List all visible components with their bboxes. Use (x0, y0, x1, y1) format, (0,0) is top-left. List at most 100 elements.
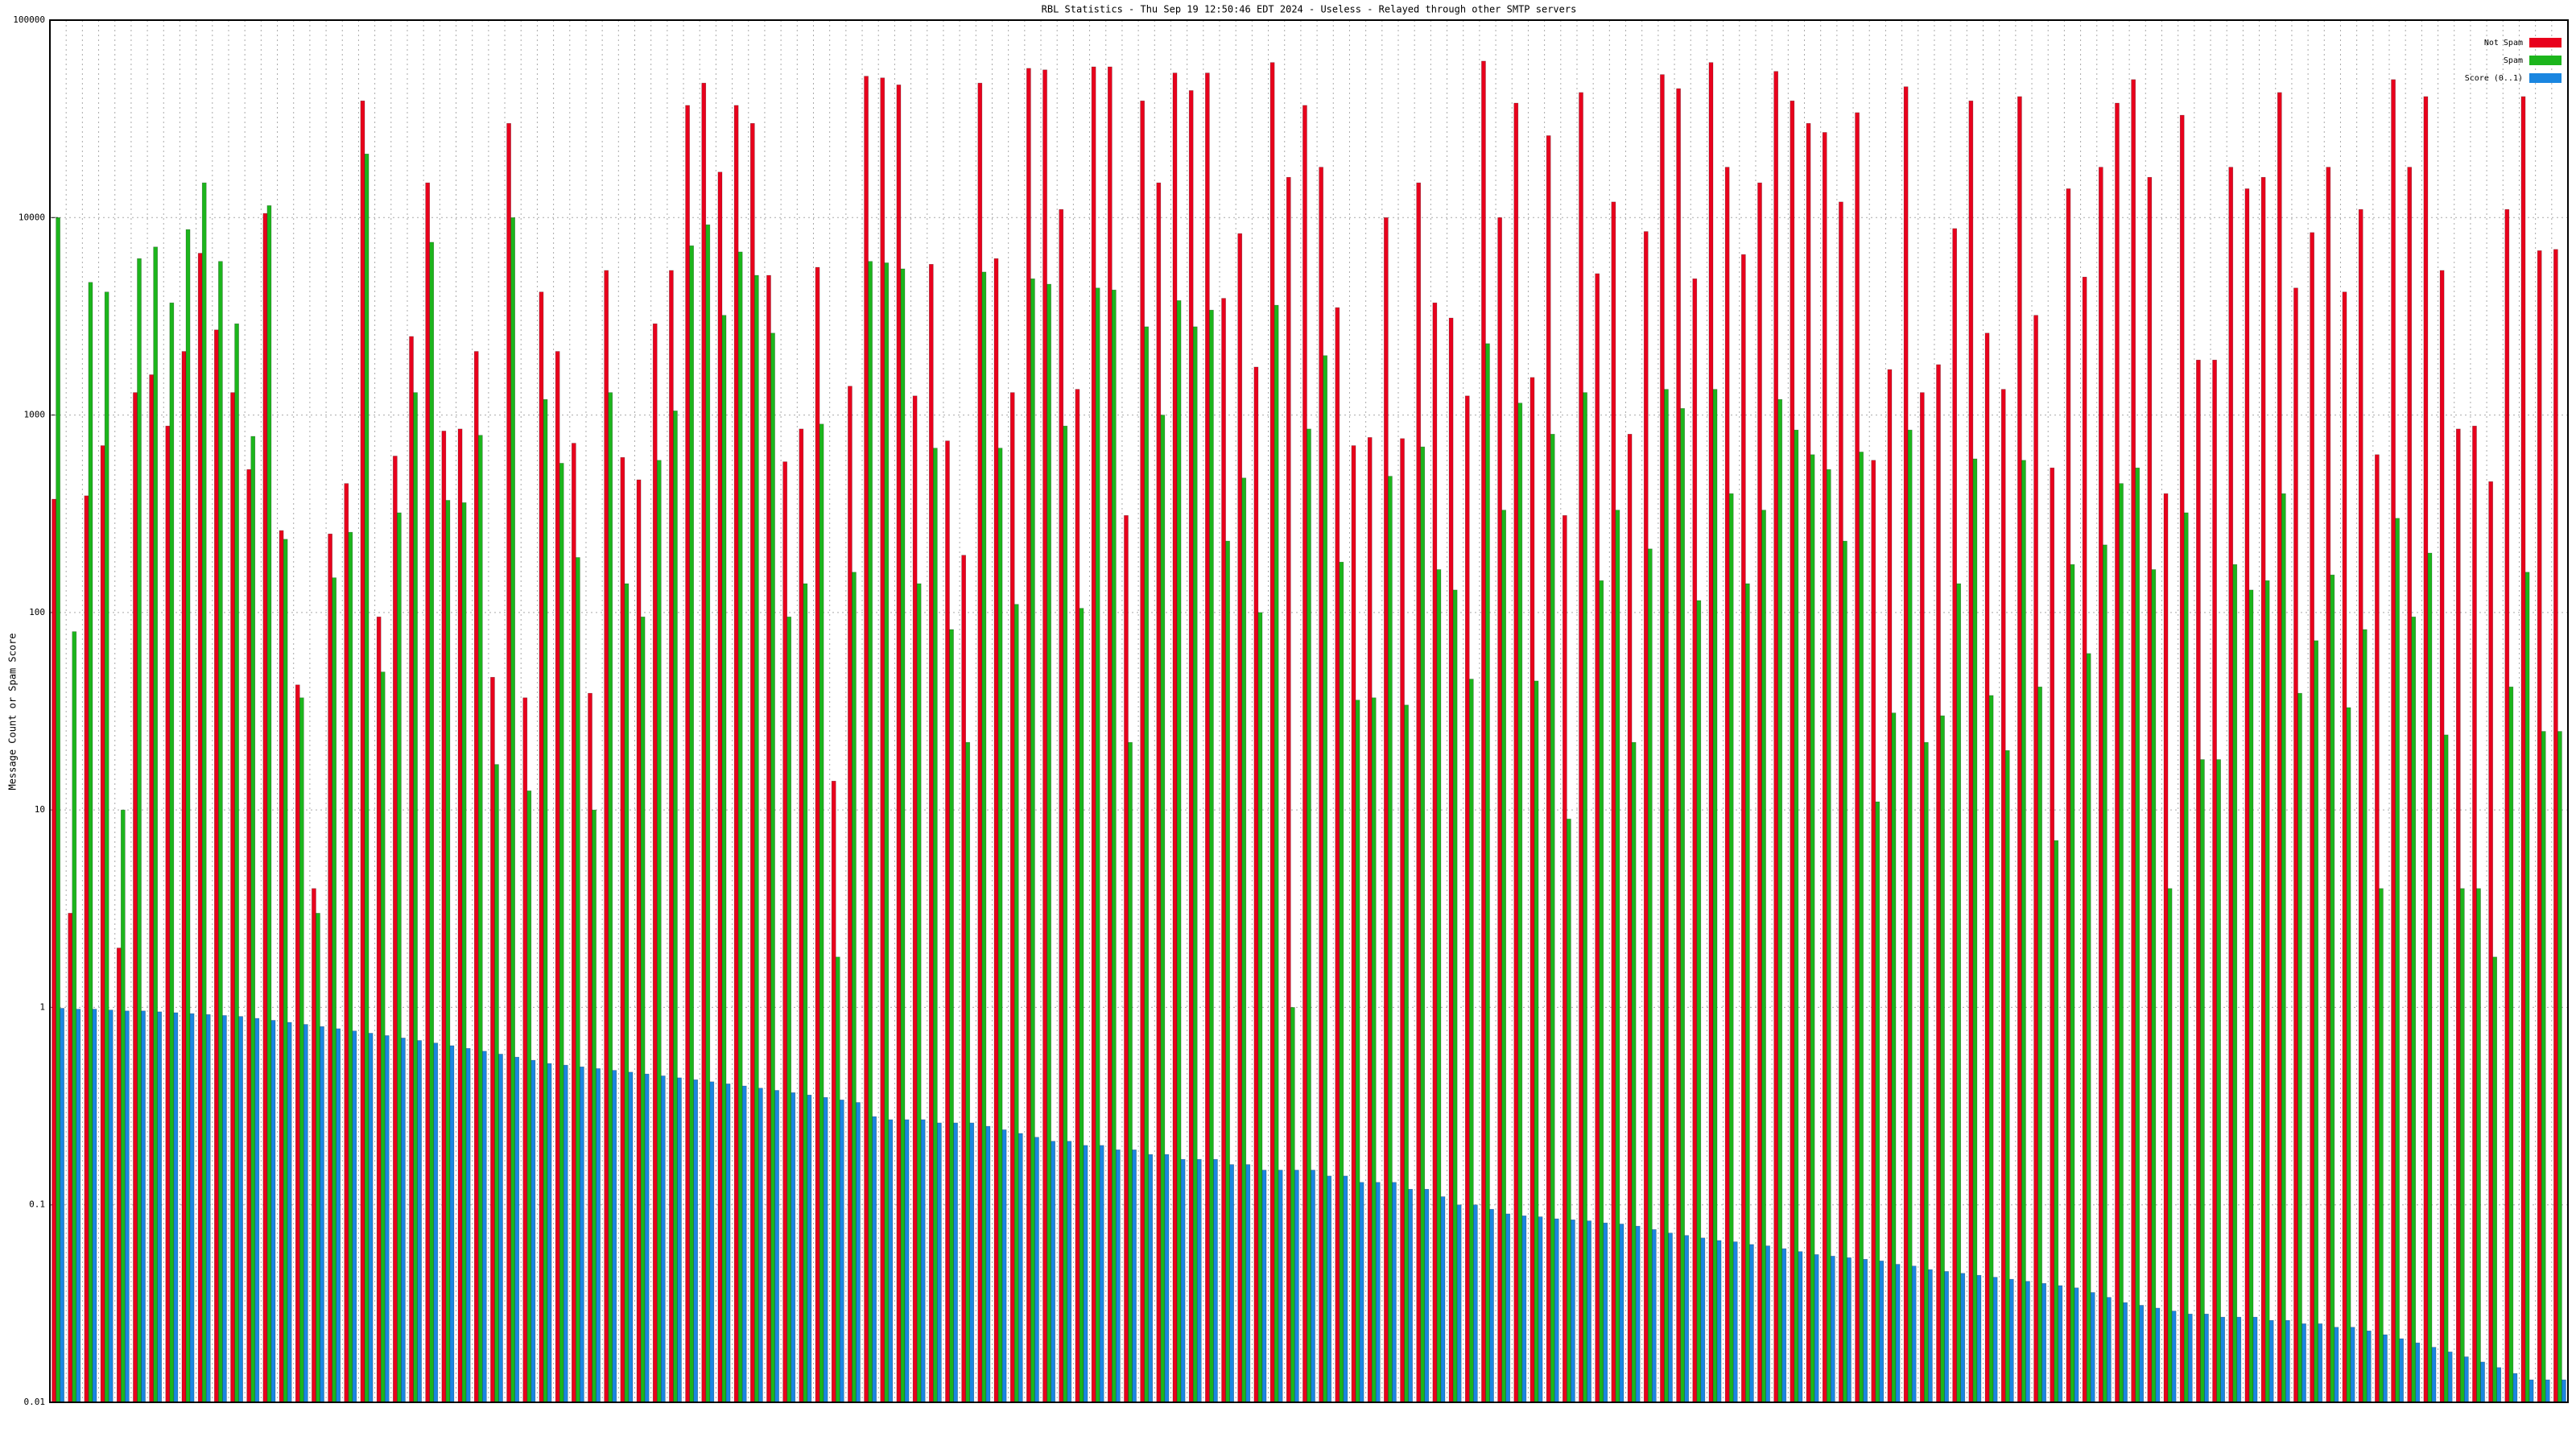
bar (1615, 510, 1620, 1403)
bar (2407, 167, 2413, 1403)
bar (1790, 101, 1795, 1403)
bar (2179, 114, 2185, 1403)
bar (937, 1122, 942, 1403)
bar (1225, 540, 1230, 1403)
bar (1988, 695, 1994, 1403)
bar (283, 539, 288, 1403)
bar (2037, 686, 2042, 1403)
bar (807, 1094, 812, 1403)
bar (884, 262, 890, 1403)
bar (201, 182, 207, 1403)
bar (2212, 359, 2217, 1403)
bar (1972, 458, 1978, 1403)
bar (153, 246, 158, 1403)
bar (530, 1059, 536, 1403)
bar (133, 392, 138, 1403)
bar (457, 428, 463, 1403)
bar (303, 1024, 308, 1403)
bar (896, 85, 902, 1403)
bar (1968, 101, 1974, 1403)
bar (660, 1075, 666, 1403)
bar (624, 583, 630, 1403)
bar (2399, 1338, 2404, 1403)
y-tick-label: 1 (39, 1001, 45, 1012)
bar (205, 1014, 211, 1403)
bar (1936, 364, 1941, 1403)
bar (1468, 679, 1474, 1403)
bar (1583, 392, 1587, 1403)
bar (312, 888, 316, 1403)
bar (433, 1042, 439, 1403)
bar (1944, 1271, 1949, 1403)
bar (1505, 1213, 1511, 1403)
bar (295, 684, 300, 1403)
bar (539, 291, 544, 1403)
bar (2135, 467, 2140, 1403)
bar (1371, 697, 1377, 1403)
bar (262, 213, 268, 1403)
bar (2008, 1278, 2014, 1403)
bar (2248, 589, 2254, 1403)
bar (2366, 1330, 2372, 1403)
bar (872, 1116, 877, 1403)
bar (1112, 289, 1117, 1403)
bar (1241, 477, 1247, 1403)
bar (287, 1022, 292, 1403)
bar (1408, 1188, 1413, 1403)
bar (1164, 1154, 1170, 1403)
bar (1831, 1256, 1835, 1403)
bar (332, 577, 336, 1403)
bar (120, 809, 126, 1403)
bar (880, 77, 886, 1403)
bar (1550, 434, 1555, 1403)
bar (1192, 326, 1198, 1403)
bar (270, 1020, 276, 1403)
bar (108, 1009, 114, 1403)
bar (993, 258, 999, 1403)
bar (749, 122, 755, 1403)
bar (522, 697, 528, 1403)
bar (445, 500, 451, 1403)
bar (2447, 1352, 2453, 1403)
bar (360, 101, 365, 1403)
bar (68, 913, 73, 1403)
bar (510, 217, 515, 1403)
bar (1359, 1182, 1364, 1403)
legend-label: Score (0..1) (2465, 74, 2523, 83)
bar (238, 1016, 243, 1403)
bar (1587, 1220, 1591, 1403)
bar (1643, 231, 1649, 1403)
legend-swatch (2529, 56, 2562, 65)
bar (1384, 217, 1389, 1403)
bar (1339, 561, 1344, 1403)
bar (1603, 1222, 1608, 1403)
bar (1567, 819, 1571, 1403)
bar (1013, 604, 1019, 1403)
bar (1960, 1273, 1966, 1403)
bar (2017, 96, 2022, 1403)
bar (1213, 1158, 1218, 1403)
bar (2171, 1311, 2177, 1403)
bar (425, 182, 431, 1403)
bar (1156, 182, 1162, 1403)
bar (1810, 454, 1815, 1403)
bar (2277, 92, 2282, 1403)
bar (2066, 188, 2071, 1403)
bar (1440, 1196, 1446, 1403)
y-tick-label: 10000 (19, 212, 45, 222)
bar (1546, 135, 1551, 1403)
bar (1030, 278, 1035, 1403)
bar (916, 583, 922, 1403)
bar (2216, 759, 2221, 1403)
bar (1253, 366, 1259, 1403)
bar (514, 1056, 520, 1403)
bar (2033, 315, 2038, 1403)
bar (1018, 1133, 1023, 1403)
bar (2541, 731, 2546, 1403)
bar (2346, 707, 2351, 1403)
bar (1826, 469, 1831, 1403)
bar (2427, 552, 2433, 1403)
bar (1708, 62, 1714, 1403)
bar (1749, 1244, 1754, 1403)
bar (60, 1008, 64, 1403)
